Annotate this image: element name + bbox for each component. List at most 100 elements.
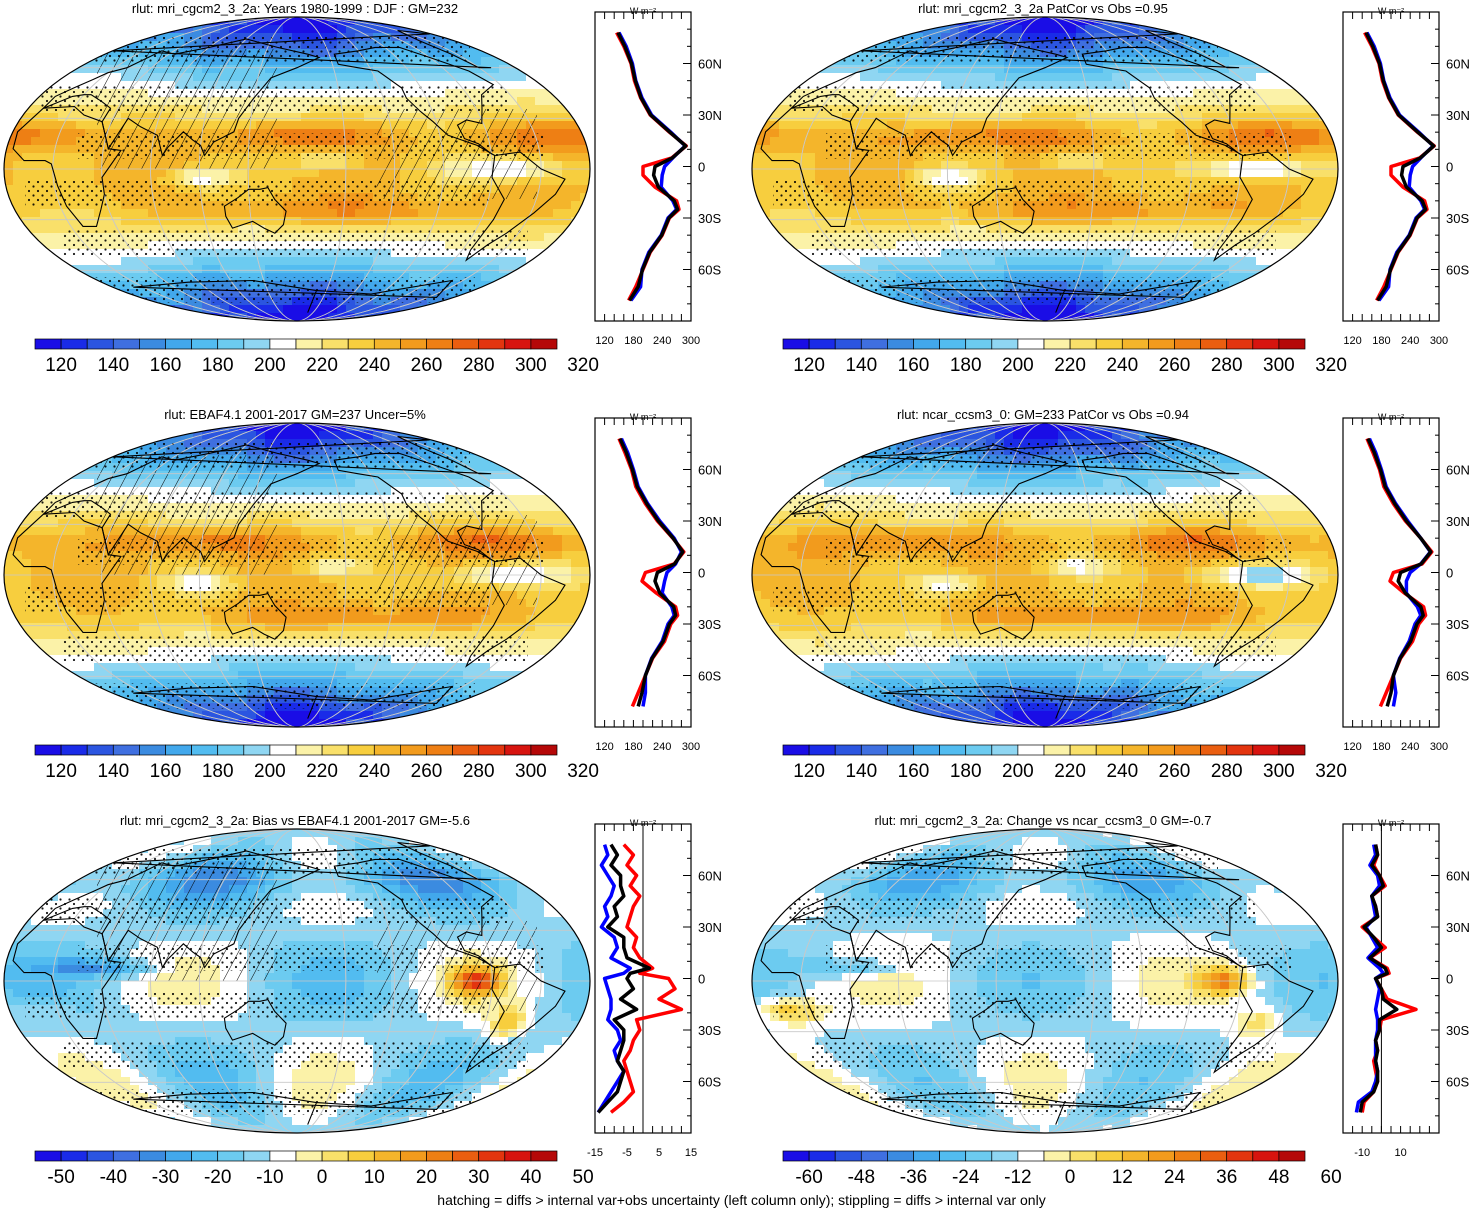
field-cell	[328, 313, 338, 321]
field-cell	[1004, 169, 1014, 178]
field-cell	[112, 33, 122, 42]
field-cell	[842, 169, 852, 178]
field-cell	[995, 25, 1005, 34]
field-cell	[1031, 169, 1041, 178]
field-cell	[833, 65, 843, 74]
field-cell	[157, 217, 167, 226]
field-cell	[1175, 169, 1185, 178]
field-cell	[1184, 65, 1194, 74]
field-cell	[562, 169, 572, 178]
field-cell	[553, 209, 563, 218]
field-cell	[1301, 121, 1311, 130]
field-cell	[1193, 113, 1203, 122]
field-cell	[1274, 177, 1284, 186]
field-cell	[319, 209, 329, 218]
field-cell	[22, 57, 32, 66]
field-cell	[941, 265, 951, 274]
field-cell	[526, 17, 536, 26]
field-cell	[67, 217, 77, 226]
field-cell	[4, 65, 14, 74]
field-cell	[1211, 217, 1221, 226]
field-cell	[31, 105, 41, 114]
field-cell	[1310, 73, 1320, 82]
field-cell	[157, 209, 167, 218]
field-cell	[67, 289, 77, 298]
field-cell	[1328, 169, 1338, 178]
field-cell	[580, 257, 590, 266]
field-cell	[932, 17, 942, 26]
field-cell	[1166, 65, 1176, 74]
field-cell	[1292, 265, 1302, 274]
field-cell	[914, 217, 924, 226]
field-cell	[292, 265, 302, 274]
field-cell	[1013, 265, 1023, 274]
field-cell	[265, 25, 275, 34]
profile-line-mean	[616, 31, 688, 302]
field-cell	[824, 281, 834, 290]
field-cell	[824, 161, 834, 170]
field-cell	[31, 17, 41, 26]
field-cell	[13, 193, 23, 202]
field-cell	[499, 73, 509, 82]
field-cell	[13, 49, 23, 58]
field-cell	[202, 265, 212, 274]
field-cell	[571, 257, 581, 266]
field-cell	[526, 273, 536, 282]
field-cell	[1229, 273, 1239, 282]
field-cell	[535, 233, 545, 242]
field-cell	[544, 57, 554, 66]
field-cell	[4, 297, 14, 306]
field-cell	[1139, 25, 1149, 34]
field-cell	[67, 129, 77, 138]
field-cell	[824, 25, 834, 34]
field-cell	[562, 233, 572, 242]
field-cell	[526, 57, 536, 66]
field-cell	[1283, 113, 1293, 122]
field-cell	[1022, 17, 1032, 26]
field-cell	[851, 121, 861, 130]
field-cell	[310, 313, 320, 321]
field-cell	[490, 305, 500, 314]
field-cell	[1310, 249, 1320, 258]
field-cell	[40, 289, 50, 298]
field-cell	[1094, 217, 1104, 226]
field-cell	[1256, 97, 1266, 106]
field-cell	[553, 129, 563, 138]
field-cell	[22, 313, 32, 321]
field-cell	[1310, 241, 1320, 250]
field-cell	[346, 169, 356, 178]
field-cell	[31, 225, 41, 234]
field-cell	[31, 313, 41, 321]
field-cell	[1274, 97, 1284, 106]
field-cell	[1022, 217, 1032, 226]
field-cell	[1121, 17, 1131, 26]
field-cell	[1301, 33, 1311, 42]
field-cell	[256, 265, 266, 274]
field-cell	[1301, 41, 1311, 50]
field-cell	[1292, 121, 1302, 130]
field-cell	[40, 241, 50, 250]
field-cell	[1148, 113, 1158, 122]
field-cell	[1301, 57, 1311, 66]
field-cell	[806, 169, 816, 178]
field-cell	[58, 33, 68, 42]
field-cell	[1319, 121, 1329, 130]
field-cell	[1103, 265, 1113, 274]
field-cell	[67, 49, 77, 58]
field-cell	[238, 217, 248, 226]
field-cell	[490, 65, 500, 74]
field-cell	[517, 81, 527, 90]
field-cell	[833, 289, 843, 298]
field-cell	[1274, 33, 1284, 42]
field-cell	[860, 121, 870, 130]
field-cell	[1256, 105, 1266, 114]
field-cell	[472, 65, 482, 74]
field-cell	[761, 17, 771, 26]
field-cell	[580, 177, 590, 186]
colorbar-swatch	[269, 338, 297, 350]
field-cell	[1283, 65, 1293, 74]
field-cell	[1211, 113, 1221, 122]
field-cell	[869, 265, 879, 274]
field-cell	[472, 313, 482, 321]
field-cell	[283, 113, 293, 122]
